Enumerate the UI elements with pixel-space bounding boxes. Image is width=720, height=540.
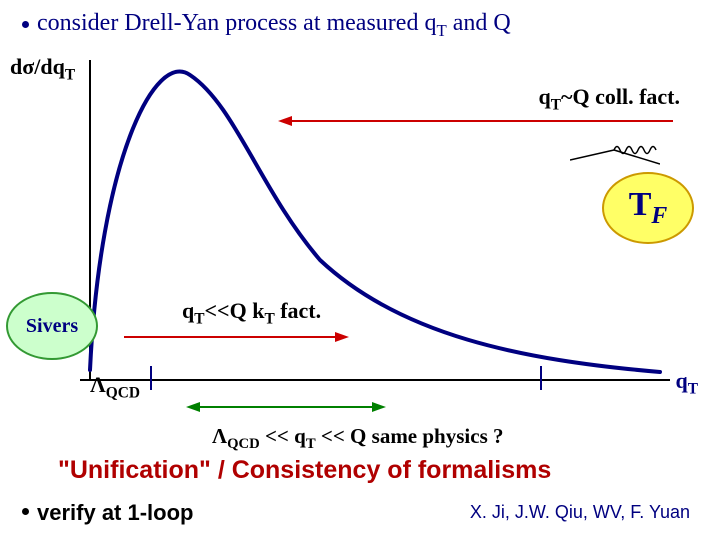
- arrow-coll-fact: [278, 114, 673, 128]
- feynman-icon: [570, 132, 660, 168]
- unification-text: "Unification" / Consistency of formalism…: [58, 456, 551, 485]
- bullet-verify: verify at 1-loop: [22, 500, 193, 526]
- text-post: and Q: [447, 10, 511, 36]
- tf-badge: TF: [602, 172, 694, 244]
- drell-yan-text: consider Drell-Yan process at measured q…: [37, 10, 511, 41]
- verify-text: verify at 1-loop: [37, 500, 193, 526]
- bullet-drell-yan: consider Drell-Yan process at measured q…: [22, 10, 511, 41]
- text-pre: consider Drell-Yan process at measured q: [37, 10, 436, 36]
- lambda-qcd-label: ΛQCD: [90, 372, 140, 402]
- axis-tick: [540, 366, 542, 390]
- authors-text: X. Ji, J.W. Qiu, WV, F. Yuan: [470, 502, 690, 523]
- same-physics-label: ΛQCD << qT << Q same physics ?: [212, 424, 504, 453]
- sivers-badge: Sivers: [6, 292, 98, 360]
- arrow-kt-fact: [124, 330, 349, 344]
- axis-tick: [150, 366, 152, 390]
- arrow-same-physics: [186, 400, 386, 414]
- text-sub: T: [436, 21, 446, 40]
- qt-axis-label: qT: [675, 368, 698, 398]
- bullet-dot: [22, 21, 29, 28]
- kt-fact-label: qT<<Q kT fact.: [182, 298, 321, 328]
- coll-fact-label: qT~Q coll. fact.: [539, 84, 680, 114]
- bullet-dot: [22, 508, 29, 515]
